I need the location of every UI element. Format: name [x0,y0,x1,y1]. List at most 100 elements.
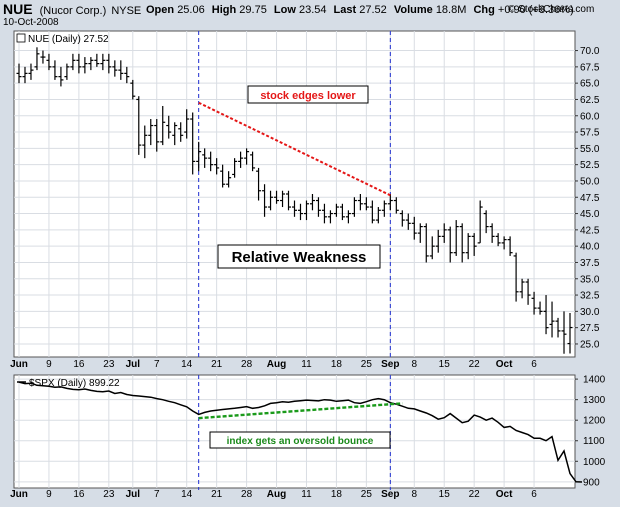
ohlc-bar [40,50,46,64]
annotation-stock-edges: stock edges lower [247,85,369,104]
x-tick-label: 28 [241,359,253,370]
ohlc-bar [280,190,286,208]
ohlc-bar [549,301,555,338]
ohlc-bar [52,60,58,80]
y-tick-label: 62.5 [580,95,600,106]
ohlc-bar [375,207,381,224]
y-tick-label: 40.0 [580,242,600,253]
low-label: Low [273,4,296,16]
ohlc-bar [76,53,82,74]
ohlc-bar [70,53,76,71]
y-tick-label: 1300 [583,395,606,406]
high-value: 29.75 [239,4,267,16]
ohlc-bar [465,233,471,260]
x-tick-label: 14 [181,359,193,370]
y-tick-label: 70.0 [580,46,600,57]
y-tick-label: 60.0 [580,111,600,122]
x-tick-label: 18 [331,359,343,370]
ohlc-bar [250,151,256,172]
x-tick-label: Jun [10,489,28,500]
ohlc-bar [118,60,124,80]
ohlc-bar [453,220,459,256]
price-y-axis: 25.0 27.5 30.0 32.5 35.0 37.5 40.0 42.5 45.0 47.5… [575,46,600,350]
price-panel: 25.0 27.5 30.0 32.5 35.0 37.5 40.0 42.5 45.0 47.5… [13,30,600,359]
x-tick-label: Sep [381,489,399,500]
ohlc-bar [232,158,238,178]
x-tick-label: 25 [361,489,373,500]
ohlc-bar [22,66,28,84]
ohlc-bar [519,278,525,299]
x-tick-label: Jun [10,359,28,370]
x-tick-label: Oct [496,359,513,370]
ohlc-bar [531,291,537,315]
y-tick-label: 27.5 [580,323,600,334]
index-series-label: $SPX (Daily) 899.22 [17,378,120,389]
annotation-oversold-bounce: index gets an oversold bounce [209,431,391,449]
y-tick-label: 65.0 [580,79,600,90]
index-panel: 900 1000 1100 1200 1300 1400 $SPX (Daily) 899… [13,374,606,490]
ohlc-bar [82,57,88,74]
y-tick-label: 52.5 [580,160,600,171]
ohlc-bar [297,203,303,221]
x-tick-label: Oct [496,489,513,500]
x-tick-label: Aug [267,359,286,370]
x-tick-label: 15 [439,489,451,500]
ohlc-bar [64,63,70,80]
ohlc-bar [124,66,130,84]
x-tick-label: 6 [531,359,537,370]
annotation-box [217,244,381,269]
ohlc-bar [567,312,573,354]
ohlc-bar [555,317,561,338]
ohlc-bar [178,122,184,142]
ohlc-bar [208,151,214,172]
ohlc-bar [471,233,477,256]
last-label: Last [333,4,357,16]
ohlc-bar [417,223,423,243]
price-x-axis: Jun 9 16 23 Jul 7 14 21 28 Aug 11 18 25 Sep 8 15 22 Oct 6 [10,359,537,370]
symbol: NUE [3,1,33,17]
annotation-box [247,85,369,104]
ohlc-bar [136,96,142,155]
x-tick-label: 11 [301,359,312,370]
ohlc-bar [447,226,453,263]
ohlc-bar [309,194,315,211]
company-name: (Nucor Corp.) [39,5,107,17]
ohlc-bar [411,216,417,240]
ohlc-bar [369,200,375,224]
x-tick-label: 23 [103,489,115,500]
ohlc-bar [94,53,100,67]
x-tick-label: 15 [439,359,451,370]
ohlc-bar [537,301,543,315]
ohlc-bar [399,210,405,227]
ohlc-bar [333,203,339,217]
ohlc-bar [483,210,489,234]
index-x-axis: Jun 9 16 23 Jul 7 14 21 28 Aug 11 18 25 Sep 8 15 22 Oct 6 [10,489,537,500]
open-label: Open [146,4,175,16]
x-tick-label: 16 [73,489,85,500]
price-bars [16,47,573,354]
index-y-axis: 900 1000 1100 1200 1300 1400 [575,375,606,488]
ohlc-bar [423,223,429,263]
annotation-oversold-bounce-text: index gets an oversold bounce [227,436,374,447]
ohlc-bar [286,190,292,211]
exchange: NYSE [111,5,142,17]
quote-date: 10-Oct-2008 [3,17,59,28]
price-series-label: NUE (Daily) 27.52 [16,33,109,45]
ohlc-bar [525,278,531,305]
x-tick-label: Jul [126,489,141,500]
ohlc-bar [256,167,262,201]
ohlc-bar [507,236,513,256]
ohlc-bar [88,57,94,71]
x-tick-label: 21 [211,489,223,500]
ohlc-bar [381,200,387,217]
y-tick-label: 45.0 [580,209,600,220]
ohlc-bar [351,197,357,217]
ohlc-bar [154,119,160,152]
ohlc-bar [495,233,501,247]
y-tick-label: 1200 [583,416,606,427]
ohlc-bar [202,148,208,168]
ohlc-bar [58,66,64,87]
annotation-relative-weakness-text: Relative Weakness [232,249,367,266]
ohlc-bar [274,190,280,204]
ohlc-bar [363,197,369,211]
